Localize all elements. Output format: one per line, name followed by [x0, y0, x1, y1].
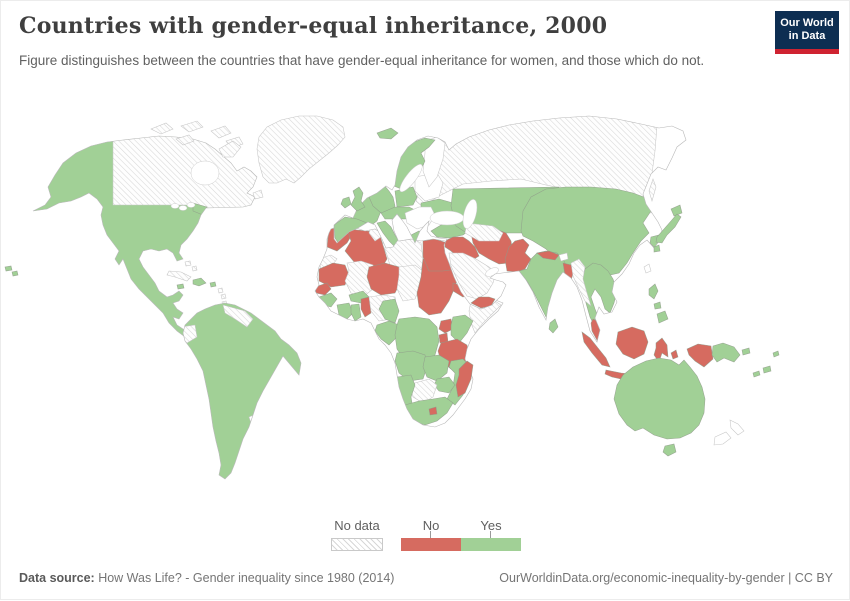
zambia[interactable] [422, 354, 450, 382]
taiwan[interactable] [643, 263, 652, 274]
niger[interactable] [366, 262, 402, 296]
sumatra[interactable] [581, 331, 611, 368]
maluku[interactable] [670, 349, 679, 360]
sakhalin[interactable] [648, 178, 657, 202]
cameroon[interactable] [378, 298, 400, 324]
sri-lanka[interactable] [548, 318, 559, 334]
yemen[interactable] [470, 296, 496, 309]
bahamas[interactable] [184, 260, 192, 267]
arctic-island[interactable] [210, 125, 232, 139]
ghana[interactable] [350, 303, 362, 322]
bhutan[interactable] [558, 252, 569, 262]
malay-peninsula[interactable] [590, 318, 602, 342]
footer-link[interactable]: OurWorldinData.org/economic-inequality-b… [499, 571, 833, 585]
ecuador[interactable] [181, 324, 198, 344]
black-sea [429, 210, 465, 226]
legend-no-data-swatch[interactable] [331, 538, 383, 551]
data-source-prefix: Data source: [19, 571, 95, 585]
caspian-sea [462, 199, 478, 229]
uganda[interactable] [438, 318, 454, 334]
legend-no-swatch[interactable] [401, 538, 461, 551]
hispaniola[interactable] [192, 277, 207, 287]
arctic-island[interactable] [175, 134, 195, 146]
united-kingdom[interactable] [350, 186, 366, 212]
iceland[interactable] [376, 127, 399, 140]
jamaica[interactable] [176, 283, 185, 290]
owid-logo[interactable]: Our World in Data [775, 11, 839, 54]
legend-yes-swatch[interactable] [461, 538, 521, 551]
owid-logo-line1: Our World [780, 16, 834, 29]
hawaii[interactable] [11, 270, 19, 277]
new-zealand-north[interactable] [729, 419, 745, 436]
chad[interactable] [396, 264, 424, 302]
new-caledonia[interactable] [752, 370, 761, 378]
philippines-visayas[interactable] [653, 301, 662, 310]
lesser-antilles[interactable] [220, 293, 227, 300]
papua-new-guinea[interactable] [711, 342, 741, 363]
chukotka-kamchatka[interactable] [650, 109, 701, 200]
arctic-island[interactable] [150, 122, 174, 135]
arctic-island[interactable] [180, 120, 204, 133]
myanmar[interactable] [570, 258, 592, 307]
owid-logo-line2: in Data [788, 30, 826, 42]
philippines-mindanao[interactable] [656, 310, 669, 324]
indochina[interactable] [582, 262, 618, 328]
greenland[interactable] [256, 115, 346, 184]
new-britain[interactable] [741, 347, 751, 356]
hawaii[interactable] [4, 265, 13, 272]
great-lake-west [170, 203, 180, 209]
angola[interactable] [394, 350, 428, 382]
legend-no-label: No [422, 518, 440, 533]
ireland[interactable] [340, 196, 352, 209]
legend-bar [401, 538, 521, 551]
syria-iraq-jordan[interactable] [444, 236, 480, 262]
japan-honshu[interactable] [655, 213, 682, 244]
eurasia-coastline [333, 115, 687, 343]
lesotho[interactable] [428, 406, 438, 416]
new-zealand-south[interactable] [713, 431, 732, 446]
north-america-coastline [32, 135, 258, 338]
nepal[interactable] [536, 250, 560, 261]
sulawesi[interactable] [653, 337, 669, 363]
japan-hokkaido[interactable] [670, 204, 683, 217]
legend-no-data-label: No data [334, 518, 380, 533]
africa-coastline [314, 224, 504, 428]
kenya[interactable] [450, 314, 474, 344]
philippines-luzon[interactable] [648, 283, 659, 300]
great-lake-east [186, 202, 196, 208]
legend-tick-yes [490, 531, 491, 538]
legend-tick-no [430, 531, 431, 538]
cote-divoire[interactable] [336, 302, 354, 320]
page-subtitle: Figure distinguishes between the countri… [19, 53, 705, 68]
bahamas[interactable] [191, 265, 198, 272]
poland[interactable] [394, 186, 418, 208]
baltic-sea [399, 164, 423, 192]
south-america-coastline [182, 302, 302, 480]
saudi-arabia[interactable] [448, 252, 497, 300]
newfoundland[interactable] [252, 189, 264, 200]
puerto-rico[interactable] [209, 281, 217, 288]
data-source-text: How Was Life? - Gender inequality since … [94, 571, 395, 585]
guyanas[interactable] [222, 304, 254, 328]
west-papua[interactable] [686, 343, 714, 368]
madagascar[interactable] [455, 360, 474, 398]
japan-kyushu[interactable] [653, 244, 661, 253]
borneo[interactable] [615, 326, 649, 360]
fiji[interactable] [762, 365, 772, 374]
data-source: Data source: How Was Life? - Gender ineq… [19, 571, 394, 585]
hudson-bay [190, 160, 220, 186]
baffin-island[interactable] [218, 140, 242, 158]
australia[interactable] [613, 357, 706, 440]
great-lake-mid [178, 205, 188, 211]
togo-benin[interactable] [360, 296, 372, 318]
page-title: Countries with gender-equal inheritance,… [19, 13, 608, 39]
legend-yes-label: Yes [480, 518, 502, 533]
tasmania[interactable] [662, 443, 677, 457]
lesser-antilles[interactable] [217, 287, 224, 294]
turkmenistan[interactable] [464, 222, 504, 242]
south-america[interactable] [176, 296, 311, 491]
cuba[interactable] [166, 270, 192, 282]
vanuatu[interactable] [772, 350, 780, 358]
